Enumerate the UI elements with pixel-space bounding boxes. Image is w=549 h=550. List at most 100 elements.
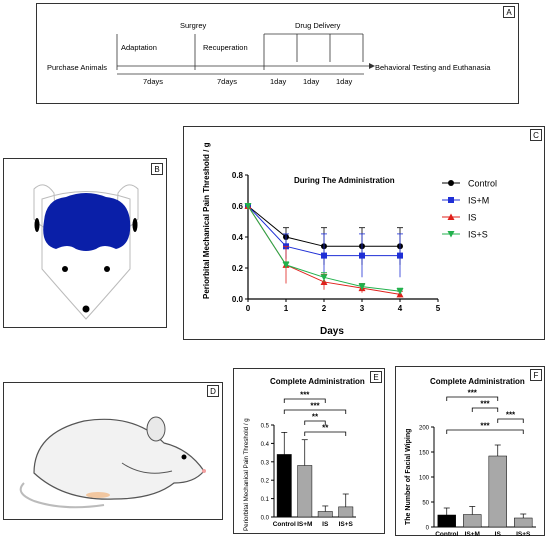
label-adaptation: Adaptation [121,43,157,52]
point-marker [397,252,403,259]
y-tick-label: 0.4 [232,233,244,242]
panel-d-letter: D [207,385,219,397]
label-drug-delivery: Drug Delivery [295,21,341,30]
brain-shape [43,193,131,251]
x-tick-label: 5 [436,304,441,313]
significance-label: ** [322,424,329,433]
rat-ear [146,416,166,442]
point-marker [396,288,404,295]
x-tick-label: 1 [284,304,289,313]
significance-bracket [304,420,326,425]
y-tick-label: 200 [419,426,430,432]
y-tick-label: 0.0 [261,516,270,522]
significance-bracket [446,396,499,401]
y-tick-label: 0.2 [232,264,244,273]
bar [488,455,507,528]
bar-chart-e: Complete Administration Periorbital Mech… [243,377,365,531]
legend-label: IS [468,213,477,223]
timeline-arrowhead [369,63,375,69]
point-marker [282,261,290,269]
bar [317,511,333,518]
significance-bracket [497,418,524,423]
panel-a-box: A Purchase Animals Adaptation Surgrey Re… [36,3,519,104]
x-tick-label: Control [273,521,296,528]
bar [276,454,292,518]
label-purchase: Purchase Animals [47,63,107,72]
bar-chart-f: Complete Administration The Number of Fa… [405,377,536,537]
line-chart: During The Administration Days Periorbit… [202,142,497,337]
timeline-diagram: Purchase Animals Adaptation Surgrey Recu… [47,21,491,86]
y-tick-label: 0.5 [261,424,270,430]
significance-bracket [283,409,347,414]
chart-e-title: Complete Administration [270,377,365,386]
duration-1: 7days [143,77,163,86]
right-dot [104,266,110,272]
y-tick-label: 0 [426,526,430,532]
significance-label: ** [312,413,319,422]
legend-label: Control [468,179,497,189]
x-tick-label: IS+M [465,531,480,537]
x-tick-label: IS [322,521,329,528]
right-eye [132,218,138,232]
chart-c-ylabel: Periorbital Mechanical Pain Threshold / … [202,142,211,299]
point-marker [321,252,327,259]
bar [297,465,313,518]
panel-c-box: C During The Administration Days Periorb… [183,126,545,340]
label-recuperation: Recuperation [203,43,248,52]
rat-nose [202,469,206,473]
legend-label: IS+M [468,196,489,206]
y-tick-label: 150 [419,451,430,457]
significance-bracket [304,431,347,436]
y-tick-label: 0.0 [232,295,244,304]
significance-label: *** [480,422,490,431]
panel-f-box: F Complete Administration The Number of … [395,366,545,537]
x-tick-label: IS+M [297,521,312,528]
panel-b-box: B [3,158,167,328]
point-marker [358,283,366,291]
panel-c-letter: C [530,129,542,141]
bar [338,506,354,518]
point-marker [447,231,455,238]
y-tick-label: 0.4 [261,442,270,448]
duration-3: 1day [270,77,287,86]
x-tick-label: 0 [246,304,251,313]
significance-label: *** [300,391,310,400]
chart-f-title: Complete Administration [430,377,525,386]
point-marker [448,197,454,203]
significance-label: *** [506,411,516,420]
panel-e-box: E Complete Administration Periorbital Me… [233,368,385,534]
y-tick-label: 0.8 [232,171,244,180]
panel-b-letter: B [151,163,163,175]
rat-foot [86,492,110,498]
y-tick-label: 0.6 [232,202,244,211]
y-tick-label: 0.1 [261,497,270,503]
significance-bracket [283,398,326,403]
duration-5: 1day [336,77,353,86]
panel-d-box: D [3,382,223,520]
significance-label: *** [310,402,320,411]
rat-body [33,418,205,500]
panel-f-letter: F [530,369,542,381]
rat-leg-line [121,462,173,474]
x-tick-label: IS+S [516,531,531,537]
x-tick-label: 3 [360,304,365,313]
x-tick-label: IS [495,531,502,537]
point-marker [447,213,455,220]
significance-label: *** [480,400,490,409]
bar [514,517,533,528]
rat-illustration [19,416,206,509]
duration-4: 1day [303,77,320,86]
significance-label: *** [468,389,478,398]
rat-head-diagram [33,184,139,320]
panel-a-letter: A [503,6,515,18]
nose-dot [82,305,90,313]
rat-tail [19,482,105,509]
significance-bracket [471,407,499,412]
duration-2: 7days [217,77,237,86]
x-tick-label: 4 [398,304,403,313]
chart-f-ylabel: The Number of Facial Wiping [405,429,412,525]
y-tick-label: 50 [422,501,429,507]
label-surgery: Surgrey [180,21,207,30]
rat-eye [181,454,187,460]
point-marker [244,203,252,210]
